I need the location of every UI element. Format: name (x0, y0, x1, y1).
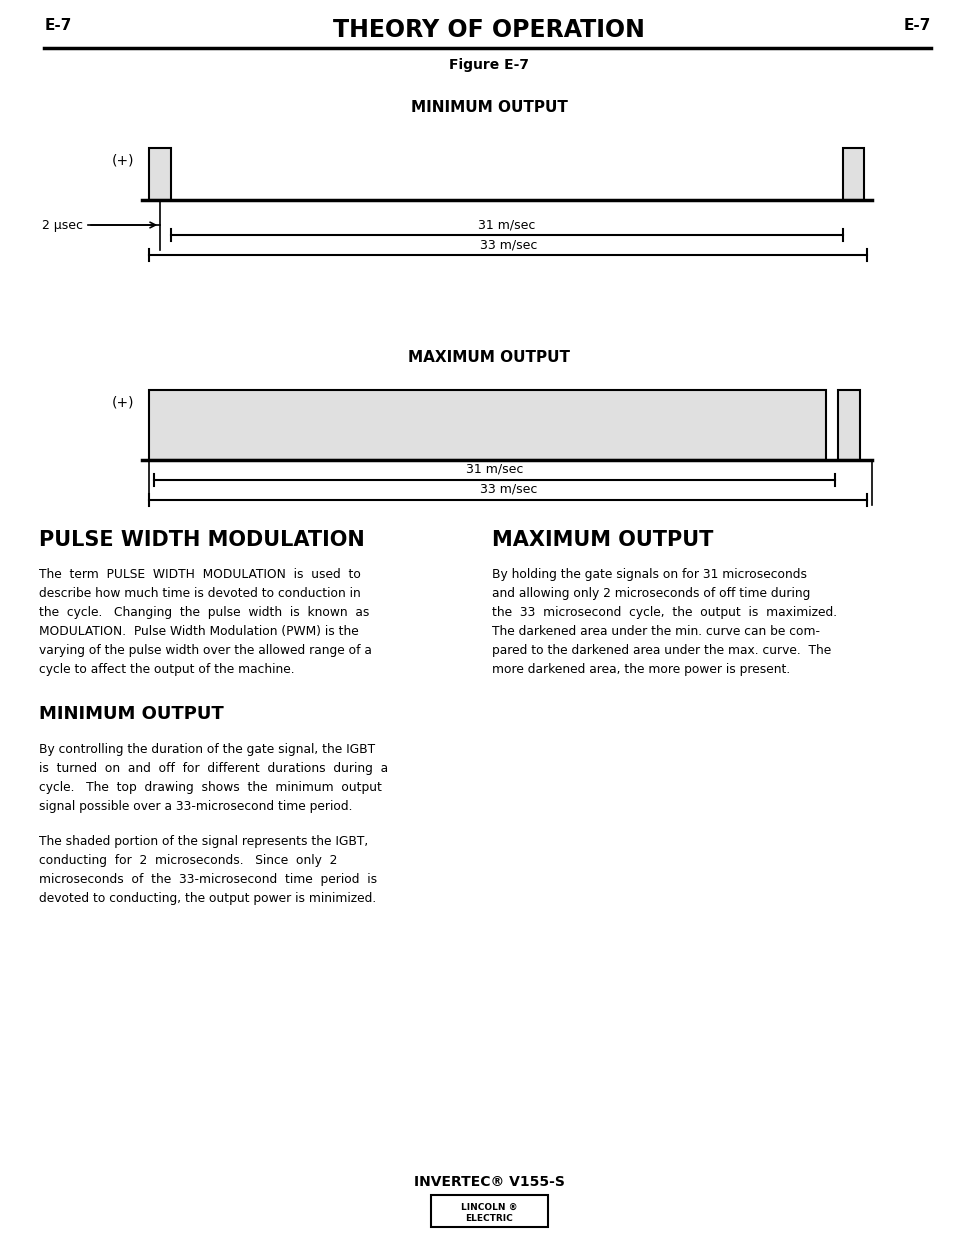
Text: The shaded portion of the signal represents the IGBT,
conducting  for  2  micros: The shaded portion of the signal represe… (39, 835, 377, 905)
Bar (842, 148, 863, 200)
Text: Figure E-7: Figure E-7 (449, 58, 529, 72)
Text: 2 μsec: 2 μsec (42, 219, 83, 231)
Text: By controlling the duration of the gate signal, the IGBT
is  turned  on  and  of: By controlling the duration of the gate … (39, 743, 388, 813)
Text: 31 m/sec: 31 m/sec (466, 463, 523, 475)
Text: Return to Section TOC: Return to Section TOC (4, 170, 9, 249)
Text: Return to Master TOC: Return to Master TOC (16, 172, 21, 248)
Text: PULSE WIDTH MODULATION: PULSE WIDTH MODULATION (39, 530, 365, 550)
Text: The  term  PULSE  WIDTH  MODULATION  is  used  to
describe how much time is devo: The term PULSE WIDTH MODULATION is used … (39, 568, 372, 676)
Bar (150, 148, 171, 200)
Text: THEORY OF OPERATION: THEORY OF OPERATION (334, 19, 644, 42)
Text: Return to Section TOC: Return to Section TOC (4, 578, 9, 657)
Text: MAXIMUM OUTPUT: MAXIMUM OUTPUT (492, 530, 713, 550)
Text: MAXIMUM OUTPUT: MAXIMUM OUTPUT (408, 350, 570, 366)
Bar (431, 1195, 547, 1228)
Text: Return to Section TOC: Return to Section TOC (4, 973, 9, 1052)
Text: LINCOLN ®: LINCOLN ® (460, 1203, 517, 1212)
Text: MINIMUM OUTPUT: MINIMUM OUTPUT (39, 705, 224, 722)
Text: Return to Master TOC: Return to Master TOC (16, 579, 21, 656)
Text: ELECTRIC: ELECTRIC (465, 1214, 513, 1223)
Text: MINIMUM OUTPUT: MINIMUM OUTPUT (411, 100, 567, 115)
Text: E-7: E-7 (902, 19, 929, 33)
Text: By holding the gate signals on for 31 microseconds
and allowing only 2 microseco: By holding the gate signals on for 31 mi… (492, 568, 837, 676)
Text: 33 m/sec: 33 m/sec (479, 238, 537, 251)
Text: Return to Master TOC: Return to Master TOC (16, 974, 21, 1051)
Text: INVERTEC® V155-S: INVERTEC® V155-S (414, 1174, 564, 1189)
Text: (+): (+) (112, 395, 133, 409)
Text: 33 m/sec: 33 m/sec (479, 483, 537, 496)
Text: 31 m/sec: 31 m/sec (477, 219, 535, 231)
Text: E-7: E-7 (44, 19, 71, 33)
Bar (150, 390, 825, 459)
Text: (+): (+) (112, 153, 133, 167)
Bar (838, 390, 859, 459)
